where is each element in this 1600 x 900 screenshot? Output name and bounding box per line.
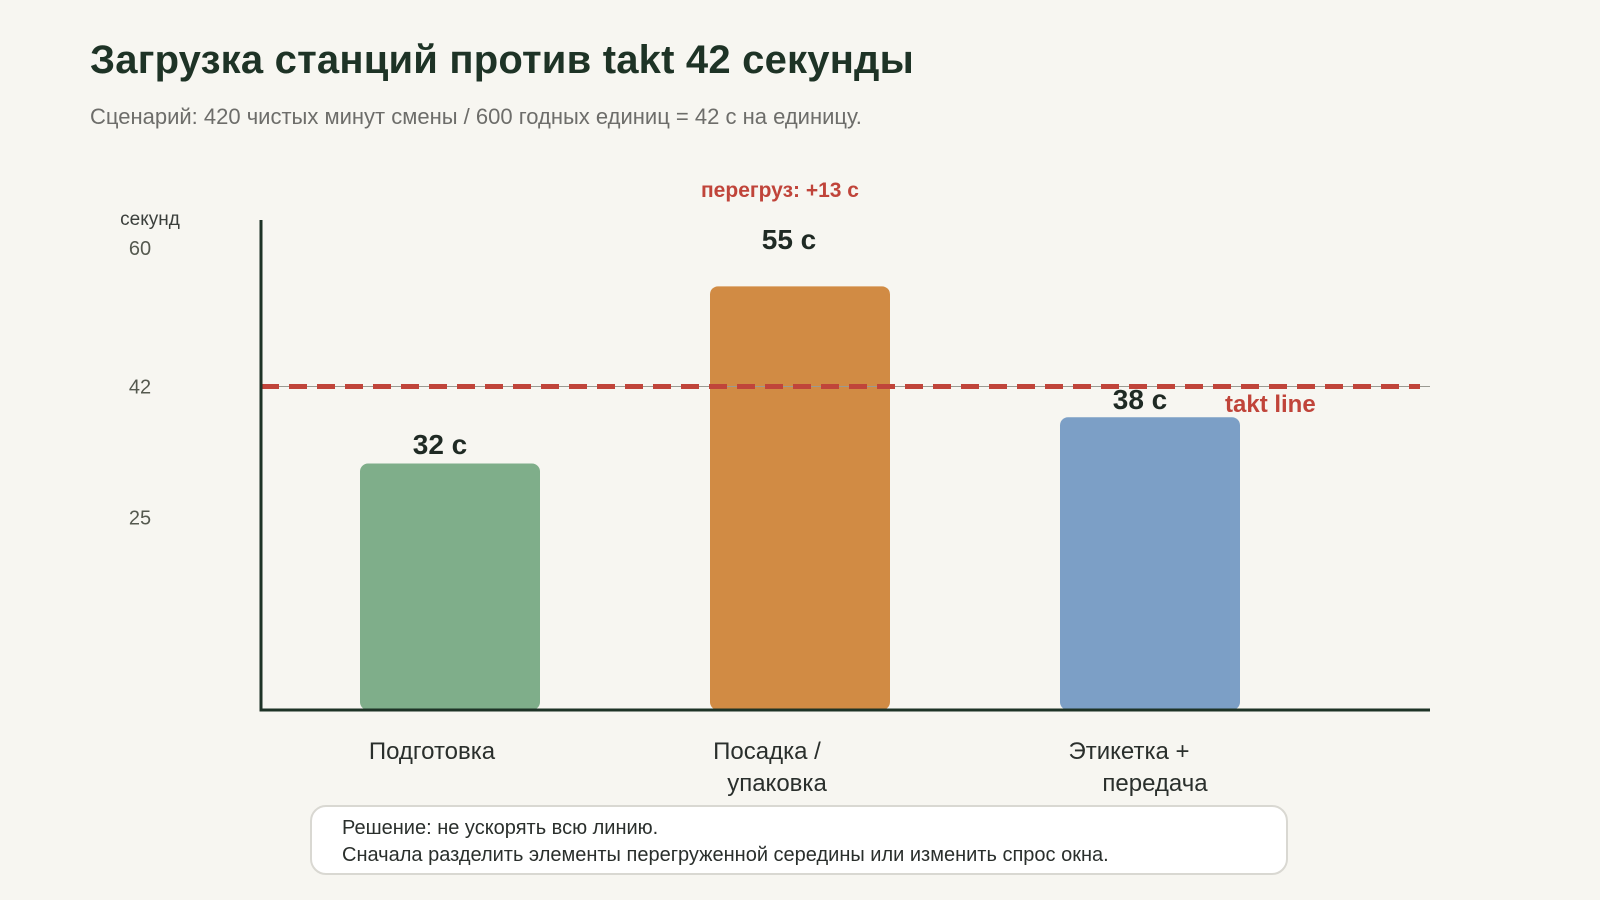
overload-annotation: перегруз: +13 с bbox=[701, 179, 859, 202]
y-tick-label-1: 25 bbox=[129, 507, 151, 529]
bar-chart: секунд 25 42 60 32 с 55 с 38 с перегруз: +13 с t… bbox=[120, 179, 1430, 797]
category-label-3-line-2: передача bbox=[1102, 770, 1208, 797]
bar-1 bbox=[360, 463, 540, 710]
takt-line-label: takt line bbox=[1225, 391, 1316, 418]
chart-subtitle: Сценарий: 420 чистых минут смены / 600 г… bbox=[90, 104, 862, 129]
bar-2 bbox=[710, 286, 890, 710]
category-label-2-line-1: Посадка / bbox=[713, 738, 821, 765]
value-label-1: 32 с bbox=[413, 429, 468, 460]
category-label-1-line-1: Подготовка bbox=[369, 738, 496, 765]
y-axis-label: секунд bbox=[120, 209, 180, 230]
y-tick-label-2: 42 bbox=[129, 376, 151, 398]
chart-title: Загрузка станций против takt 42 секунды bbox=[90, 38, 915, 82]
note-line-2: Сначала разделить элементы перегруженной… bbox=[342, 844, 1109, 866]
value-label-3: 38 с bbox=[1113, 384, 1168, 415]
decision-note: Решение: не ускорять всю линию. Сначала … bbox=[310, 805, 1288, 875]
value-label-2: 55 с bbox=[762, 224, 817, 255]
bar-3 bbox=[1060, 417, 1240, 710]
note-line-1: Решение: не ускорять всю линию. bbox=[342, 817, 659, 839]
category-label-3-line-1: Этикетка + bbox=[1068, 738, 1189, 765]
category-label-2-line-2: упаковка bbox=[727, 770, 827, 797]
y-tick-label-3: 60 bbox=[129, 238, 151, 260]
